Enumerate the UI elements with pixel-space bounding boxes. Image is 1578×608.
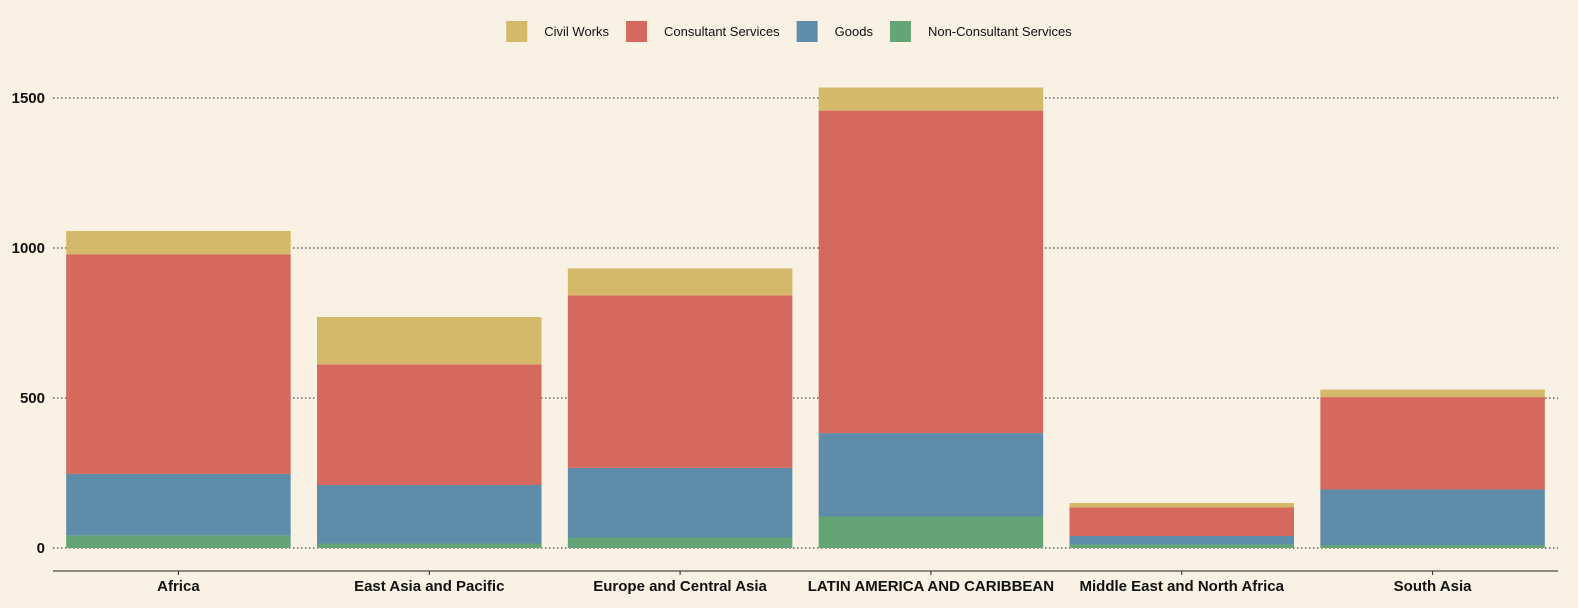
x-tick-label-africa: Africa: [157, 578, 200, 595]
bars: [66, 87, 1545, 548]
y-tick-label-1000: 1000: [12, 240, 45, 257]
legend-item-goods: Goods: [796, 21, 874, 42]
bar-stack-europe-and-central-asia: [567, 268, 793, 548]
bar-segment-africa-goods: [66, 473, 291, 536]
bar-segment-south-asia-consultant-services: [1320, 397, 1545, 490]
bar-stack-latin-america-and-caribbean: [818, 87, 1044, 548]
bar-segment-europe-and-central-asia-non-consultant-services: [567, 537, 793, 548]
legend-label-non-consultant-services: Non-Consultant Services: [928, 24, 1072, 39]
legend-label-goods: Goods: [835, 24, 874, 39]
bar-segment-middle-east-and-north-africa-non-consultant-services: [1069, 544, 1294, 548]
bar-segment-africa-consultant-services: [66, 254, 291, 474]
legend-swatch-civil-works: [506, 21, 528, 42]
bar-segment-east-asia-and-pacific-consultant-services: [317, 364, 542, 485]
bar-segment-east-asia-and-pacific-non-consultant-services: [317, 543, 542, 548]
bar-segment-latin-america-and-caribbean-goods: [818, 433, 1044, 517]
bar-stack-middle-east-and-north-africa: [1069, 503, 1294, 548]
legend-swatch-consultant-services: [626, 21, 648, 42]
bar-segment-south-asia-goods: [1320, 489, 1545, 545]
bar-stack-south-asia: [1320, 389, 1545, 548]
bar-segment-south-asia-non-consultant-services: [1320, 545, 1545, 548]
x-tick-label-east-asia-and-pacific: East Asia and Pacific: [354, 578, 504, 595]
y-tick-label-1500: 1500: [12, 90, 45, 107]
bar-stack-east-asia-and-pacific: [317, 317, 542, 548]
legend-item-civil-works: Civil Works: [506, 21, 610, 42]
bar-segment-east-asia-and-pacific-civil-works: [317, 317, 542, 365]
x-tick-label-south-asia: South Asia: [1394, 578, 1472, 595]
y-tick-label-500: 500: [20, 390, 45, 407]
legend-item-consultant-services: Consultant Services: [626, 21, 780, 42]
bar-segment-middle-east-and-north-africa-consultant-services: [1069, 507, 1294, 536]
bar-segment-europe-and-central-asia-civil-works: [567, 268, 793, 296]
x-tick-label-europe-and-central-asia: Europe and Central Asia: [593, 578, 767, 595]
bar-segment-africa-non-consultant-services: [66, 535, 291, 548]
gridlines: [53, 97, 1558, 549]
bar-segment-latin-america-and-caribbean-civil-works: [818, 87, 1044, 111]
bar-segment-middle-east-and-north-africa-goods: [1069, 536, 1294, 545]
x-tick-label-latin-america-and-caribbean: LATIN AMERICA AND CARIBBEAN: [808, 578, 1054, 595]
legend-label-civil-works: Civil Works: [544, 24, 609, 39]
axes: 0 500 1000 1500 Africa East Asia and Pacific E…: [12, 90, 1558, 595]
legend-item-non-consultant-services: Non-Consultant Services: [889, 21, 1072, 42]
x-tick-label-middle-east-and-north-africa: Middle East and North Africa: [1080, 578, 1285, 595]
bar-segment-latin-america-and-caribbean-consultant-services: [818, 110, 1044, 434]
bar-segment-south-asia-civil-works: [1320, 389, 1545, 398]
bar-segment-middle-east-and-north-africa-civil-works: [1069, 503, 1294, 508]
bar-segment-europe-and-central-asia-consultant-services: [567, 295, 793, 468]
bar-stack-africa: [66, 230, 291, 548]
legend-swatch-goods: [796, 21, 818, 42]
y-tick-label-0: 0: [37, 540, 45, 557]
legend-swatch-non-consultant-services: [889, 21, 911, 42]
bar-segment-latin-america-and-caribbean-non-consultant-services: [818, 516, 1044, 548]
legend: Civil Works Consultant Services Goods Non-C…: [506, 21, 1072, 42]
bar-segment-europe-and-central-asia-goods: [567, 467, 793, 538]
legend-label-consultant-services: Consultant Services: [664, 24, 780, 39]
bar-segment-africa-civil-works: [66, 230, 291, 255]
bar-segment-east-asia-and-pacific-goods: [317, 485, 542, 544]
